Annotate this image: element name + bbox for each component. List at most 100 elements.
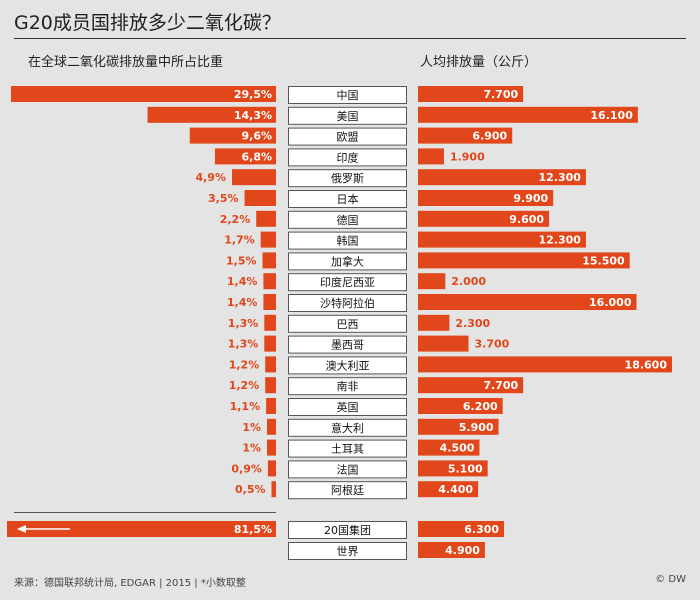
total-name-box-1	[288, 542, 407, 560]
country-name-box-19	[288, 481, 407, 500]
country-percap-label-3: 1.900	[450, 150, 485, 163]
total-percap-label-1: 4.900	[445, 544, 480, 557]
country-name-box-17	[288, 439, 407, 458]
country-percap-label-0: 7.700	[483, 88, 518, 101]
country-share-label-11: 1,3%	[228, 317, 259, 330]
total-name-0: 20国集团	[324, 523, 371, 537]
country-percap-bar-10	[418, 294, 637, 310]
dw-brand: © DW	[655, 574, 686, 585]
country-percap-bar-7	[418, 231, 586, 248]
country-percap-label-7: 12.300	[539, 234, 582, 247]
country-name-box-8	[288, 252, 407, 271]
country-percap-label-15: 6.200	[463, 400, 498, 413]
country-name-17: 土耳其	[331, 443, 364, 456]
country-share-bar-4	[231, 169, 276, 186]
country-share-label-1: 14,3%	[234, 109, 272, 122]
country-percap-label-2: 6.900	[472, 130, 507, 143]
country-name-box-7	[288, 231, 407, 250]
country-share-bar-0	[11, 86, 276, 102]
country-share-label-4: 4,9%	[195, 171, 226, 184]
country-percap-label-1: 16.100	[590, 109, 633, 122]
country-name-8: 加拿大	[331, 254, 364, 268]
country-percap-bar-16	[418, 418, 499, 435]
country-name-11: 巴西	[337, 318, 359, 331]
total-percap-label-0: 6.300	[464, 523, 499, 536]
country-percap-bar-2	[418, 127, 513, 144]
country-percap-label-11: 2.300	[455, 317, 490, 330]
country-percap-bar-13	[418, 356, 672, 373]
total-share-label-0: 81,5%	[234, 523, 272, 536]
country-share-bar-14	[265, 377, 276, 394]
country-percap-label-6: 9.600	[509, 213, 544, 226]
chart-title: G20成员国排放多少二氧化碳？	[14, 12, 281, 34]
country-percap-bar-17	[418, 439, 480, 456]
country-share-label-8: 1,5%	[226, 254, 257, 267]
country-percap-bar-11	[418, 314, 450, 331]
country-share-label-10: 1,4%	[227, 296, 258, 309]
country-percap-label-12: 3.700	[475, 338, 510, 351]
country-percap-bar-5	[418, 190, 554, 206]
country-percap-bar-8	[418, 252, 630, 269]
country-percap-label-8: 15.500	[582, 254, 625, 267]
country-share-bar-16	[267, 418, 276, 435]
country-name-box-14	[288, 377, 407, 396]
country-share-bar-19	[271, 481, 276, 498]
total-name-box-0	[288, 521, 407, 539]
country-name-box-4	[288, 169, 407, 188]
country-name-10: 沙特阿拉伯	[320, 296, 375, 310]
country-share-label-12: 1,3%	[228, 338, 259, 351]
country-percap-bar-14	[418, 377, 524, 394]
country-name-16: 意大利	[331, 421, 364, 435]
country-percap-label-4: 12.300	[539, 171, 582, 184]
country-name-19: 阿根廷	[331, 483, 364, 497]
country-name-4: 俄罗斯	[331, 172, 364, 185]
country-name-box-1	[288, 106, 407, 125]
country-share-label-0: 29,5%	[234, 88, 272, 101]
total-percap-bar-0	[418, 521, 505, 537]
country-share-bar-7	[260, 231, 276, 248]
total-share-bar-0	[7, 521, 276, 537]
country-name-box-15	[288, 398, 407, 416]
country-name-box-18	[288, 460, 407, 479]
country-name-18: 法国	[337, 462, 359, 476]
left-heading: 在全球二氧化碳排放量中所占比重	[28, 55, 224, 70]
country-name-9: 印度尼西亚	[320, 275, 375, 289]
total-name-1: 世界	[337, 545, 359, 558]
country-share-label-18: 0,9%	[231, 462, 262, 475]
country-percap-label-9: 2.000	[451, 275, 486, 288]
country-name-box-0	[288, 86, 407, 104]
country-share-bar-12	[264, 335, 276, 352]
country-share-bar-17	[267, 439, 276, 456]
country-name-box-2	[288, 127, 407, 146]
right-heading: 人均排放量（公斤）	[420, 55, 538, 70]
country-share-bar-5	[244, 190, 276, 206]
country-name-box-3	[288, 148, 407, 167]
country-share-bar-3	[214, 148, 276, 165]
country-share-bar-9	[263, 273, 276, 290]
country-percap-label-18: 5.100	[448, 462, 483, 475]
title-rule	[14, 38, 686, 39]
country-share-label-14: 1,2%	[229, 379, 260, 392]
country-percap-bar-0	[418, 86, 524, 102]
country-percap-bar-6	[418, 210, 550, 227]
country-share-label-5: 3,5%	[208, 192, 239, 205]
country-name-2: 欧盟	[337, 131, 359, 144]
country-share-bar-6	[256, 210, 276, 227]
country-percap-bar-3	[418, 148, 444, 165]
country-percap-label-19: 4.400	[438, 483, 473, 496]
country-name-box-9	[288, 273, 407, 292]
country-name-15: 英国	[337, 400, 359, 414]
total-arrow-icon-0	[17, 525, 26, 533]
country-percap-label-14: 7.700	[483, 379, 518, 392]
country-share-bar-2	[189, 127, 276, 144]
country-name-box-16	[288, 418, 407, 437]
country-share-label-13: 1,2%	[229, 358, 260, 371]
country-share-bar-18	[267, 460, 276, 477]
country-name-7: 韩国	[337, 234, 359, 248]
country-share-bar-1	[147, 106, 276, 123]
country-share-bar-15	[266, 398, 276, 414]
country-percap-bar-4	[418, 169, 586, 186]
country-percap-label-5: 9.900	[513, 192, 548, 205]
country-name-12: 墨西哥	[331, 339, 364, 352]
